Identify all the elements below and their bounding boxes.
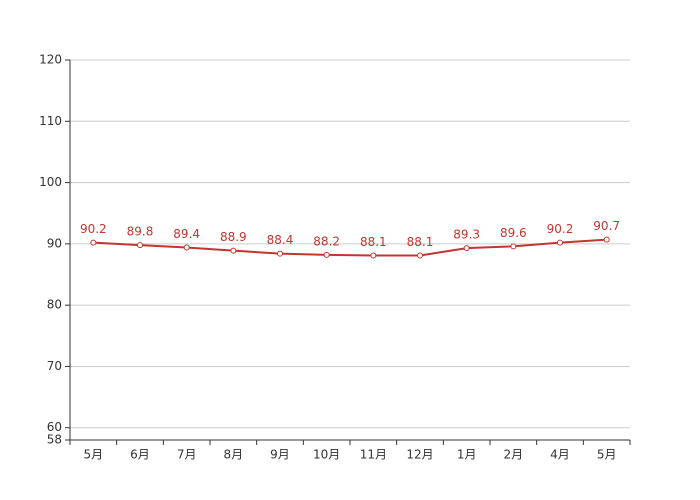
y-tick-label: 60 <box>47 420 62 434</box>
point <box>417 252 423 259</box>
point <box>230 247 237 254</box>
data-label: 90.2 <box>80 222 107 236</box>
x-tick-label: 12月 <box>406 448 433 462</box>
data-label: 88.1 <box>407 235 434 249</box>
data-label: 90.7 <box>593 219 620 233</box>
x-tick-label: 9月 <box>270 448 290 462</box>
x-tick-label: 8月 <box>224 448 244 462</box>
point <box>510 243 517 250</box>
point <box>463 245 470 252</box>
y-tick-label: 100 <box>39 175 62 189</box>
data-label: 89.6 <box>500 226 527 240</box>
data-label: 88.1 <box>360 235 387 249</box>
series-line <box>93 238 607 257</box>
y-tick-label: 90 <box>47 236 62 250</box>
y-tick-label: 80 <box>47 298 62 312</box>
data-label: 89.4 <box>173 227 200 241</box>
data-label: 88.4 <box>267 233 294 247</box>
point <box>323 251 330 258</box>
y-tick-label: 70 <box>47 359 62 373</box>
x-tick-label: 1月 <box>457 448 477 462</box>
x-tick-label: 2月 <box>504 448 524 462</box>
y-tick-label: 120 <box>39 53 62 67</box>
y-tick-label: 110 <box>39 114 62 128</box>
point <box>603 236 610 243</box>
point <box>557 239 563 246</box>
x-tick-label: 11月 <box>360 448 387 462</box>
point <box>370 252 377 259</box>
y-tick-label: 58 <box>47 433 62 447</box>
data-label: 90.2 <box>547 222 574 236</box>
x-tick-label: 5月 <box>84 448 104 462</box>
x-tick-label: 4月 <box>550 448 570 462</box>
x-tick-label: 7月 <box>177 448 197 462</box>
data-label: 89.3 <box>453 228 480 242</box>
data-label: 88.2 <box>313 234 340 248</box>
data-label: 88.9 <box>220 230 247 244</box>
x-tick-label: 5月 <box>597 448 617 462</box>
point <box>183 244 190 251</box>
data-label: 89.8 <box>127 225 154 239</box>
point <box>137 242 143 249</box>
x-tick-label: 10月 <box>313 448 340 462</box>
point <box>90 239 97 246</box>
x-tick-label: 6月 <box>130 448 150 462</box>
point <box>277 250 283 257</box>
